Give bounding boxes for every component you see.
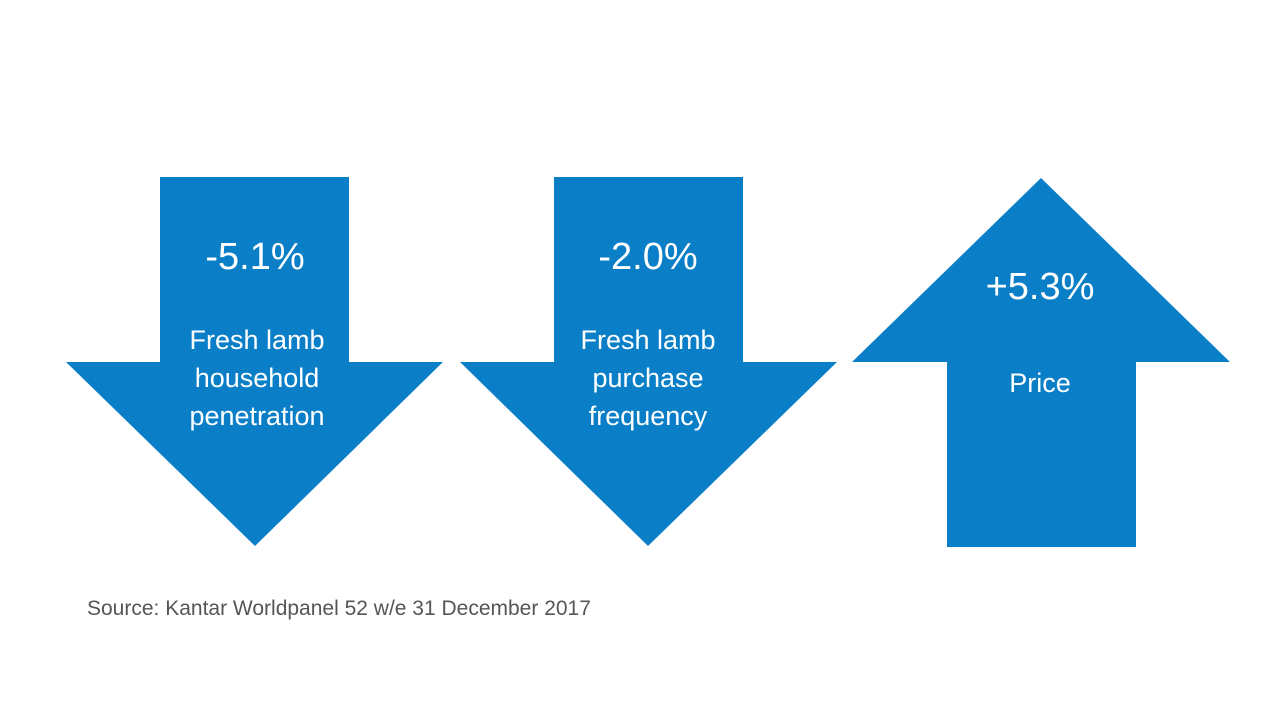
label-line: frequency xyxy=(588,401,708,431)
label-line: purchase xyxy=(592,363,704,393)
frequency-value: -2.0% xyxy=(598,236,698,278)
source-note: Source: Kantar Worldpanel 52 w/e 31 Dece… xyxy=(87,597,591,620)
label-line: Price xyxy=(1009,368,1071,398)
label-line: penetration xyxy=(189,401,325,431)
down-arrow-frequency xyxy=(460,177,837,546)
frequency-label: Fresh lamb purchase frequency xyxy=(518,321,778,435)
up-arrow-price xyxy=(852,178,1230,547)
price-value: +5.3% xyxy=(985,266,1095,308)
label-line: Fresh lamb xyxy=(189,325,325,355)
label-line: household xyxy=(194,363,320,393)
penetration-label: Fresh lamb household penetration xyxy=(127,321,387,435)
down-arrow-penetration xyxy=(66,177,443,546)
price-label: Price xyxy=(910,364,1170,402)
label-line: Fresh lamb xyxy=(580,325,716,355)
penetration-value: -5.1% xyxy=(205,236,305,278)
